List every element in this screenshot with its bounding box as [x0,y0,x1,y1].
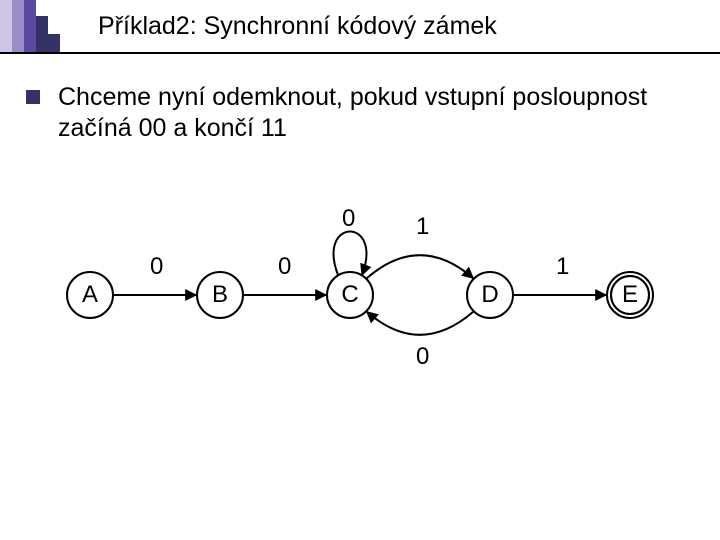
state-node-e: E [606,271,654,319]
edge-label: 1 [416,213,429,241]
edge-label: 1 [556,253,569,281]
edge-label: 0 [416,343,429,371]
state-node-c: C [326,271,374,319]
edge-label: 0 [150,253,163,281]
edge [367,255,473,278]
edge-label: 0 [342,205,355,233]
bullet-text: Chceme nyní odemknout, pokud vstupní pos… [58,82,694,145]
edge [367,311,473,334]
state-node-b: B [196,271,244,319]
header-accent-blocks [0,0,60,52]
state-node-d: D [466,271,514,319]
accent-block [36,16,48,52]
accent-block [24,0,36,52]
state-diagram: 0 0 0 1 0 1 A B C D E [0,175,720,435]
edge [334,231,367,275]
state-node-a: A [66,271,114,319]
accent-block [48,34,60,52]
accent-block [0,0,12,52]
slide-header: Příklad2: Synchronní kódový zámek [0,0,720,54]
accent-block [12,0,24,52]
bullet-row: Chceme nyní odemknout, pokud vstupní pos… [26,82,694,145]
edge-label: 0 [278,253,291,281]
slide-title: Příklad2: Synchronní kódový zámek [98,12,497,41]
square-bullet-icon [26,90,40,104]
